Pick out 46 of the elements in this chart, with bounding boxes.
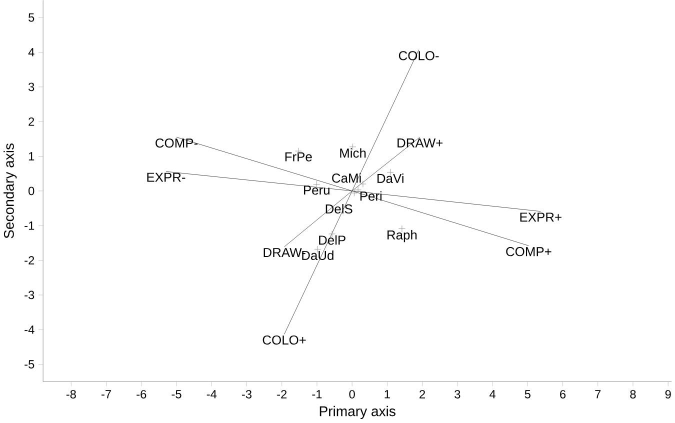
y-tick-label: 4 xyxy=(28,48,34,57)
annotation: Peru xyxy=(304,186,330,195)
annotation: DelP xyxy=(319,235,346,245)
y-tick-label: 1 xyxy=(28,152,34,161)
x-tick-label: 6 xyxy=(560,390,566,399)
x-tick-label: 1 xyxy=(384,390,390,398)
annotation: Raph xyxy=(388,230,417,242)
x-tick-label: 2 xyxy=(420,390,426,399)
y-axis-title: Secondary axis xyxy=(4,144,17,238)
x-tick-label: -8 xyxy=(66,390,76,399)
x-tick-label: -1 xyxy=(312,390,322,398)
x-tick-label: 7 xyxy=(595,390,601,398)
y-tick-label: 5 xyxy=(28,14,34,22)
x-tick-label: -6 xyxy=(136,390,146,399)
annotation: FrPe xyxy=(285,152,312,162)
x-tick-label: -2 xyxy=(277,390,287,399)
y-tick-label: -5 xyxy=(24,360,34,369)
x-tick-label: -3 xyxy=(242,390,252,399)
x-tick-label: 8 xyxy=(630,390,636,399)
y-tick-label: 3 xyxy=(28,82,34,92)
annotation: CaMi xyxy=(332,173,361,183)
x-tick-label: -5 xyxy=(172,390,182,399)
x-tick-label: -7 xyxy=(102,390,111,398)
x-axis-title: Primary axis xyxy=(320,406,396,420)
series-label: COLO- xyxy=(398,51,439,60)
y-tick-label: -2 xyxy=(24,256,34,265)
x-tick-label: -4 xyxy=(206,390,217,398)
x-tick-label: 4 xyxy=(490,390,496,398)
series-label: EXPR- xyxy=(147,173,186,182)
y-tick-label: -1 xyxy=(24,222,34,230)
x-tick-label: 3 xyxy=(454,390,460,399)
x-tick-label: 5 xyxy=(524,390,530,399)
annotation: DaVi xyxy=(378,174,404,184)
annotation: Mich xyxy=(340,148,366,158)
series-label: COMP+ xyxy=(506,247,552,256)
y-tick-label: -4 xyxy=(24,326,34,334)
series-label: EXPR+ xyxy=(520,212,562,222)
y-tick-label: -3 xyxy=(24,290,34,300)
annotation: DelS xyxy=(326,204,352,214)
series-label: DRAW+ xyxy=(398,138,443,148)
x-tick-label: 9 xyxy=(665,390,671,399)
series-label: COMP- xyxy=(156,138,198,148)
y-tick-label: 0 xyxy=(28,186,34,196)
x-tick-label: 0 xyxy=(349,390,355,399)
y-tick-label: 2 xyxy=(28,118,34,126)
series-label: COLO+ xyxy=(262,336,306,345)
